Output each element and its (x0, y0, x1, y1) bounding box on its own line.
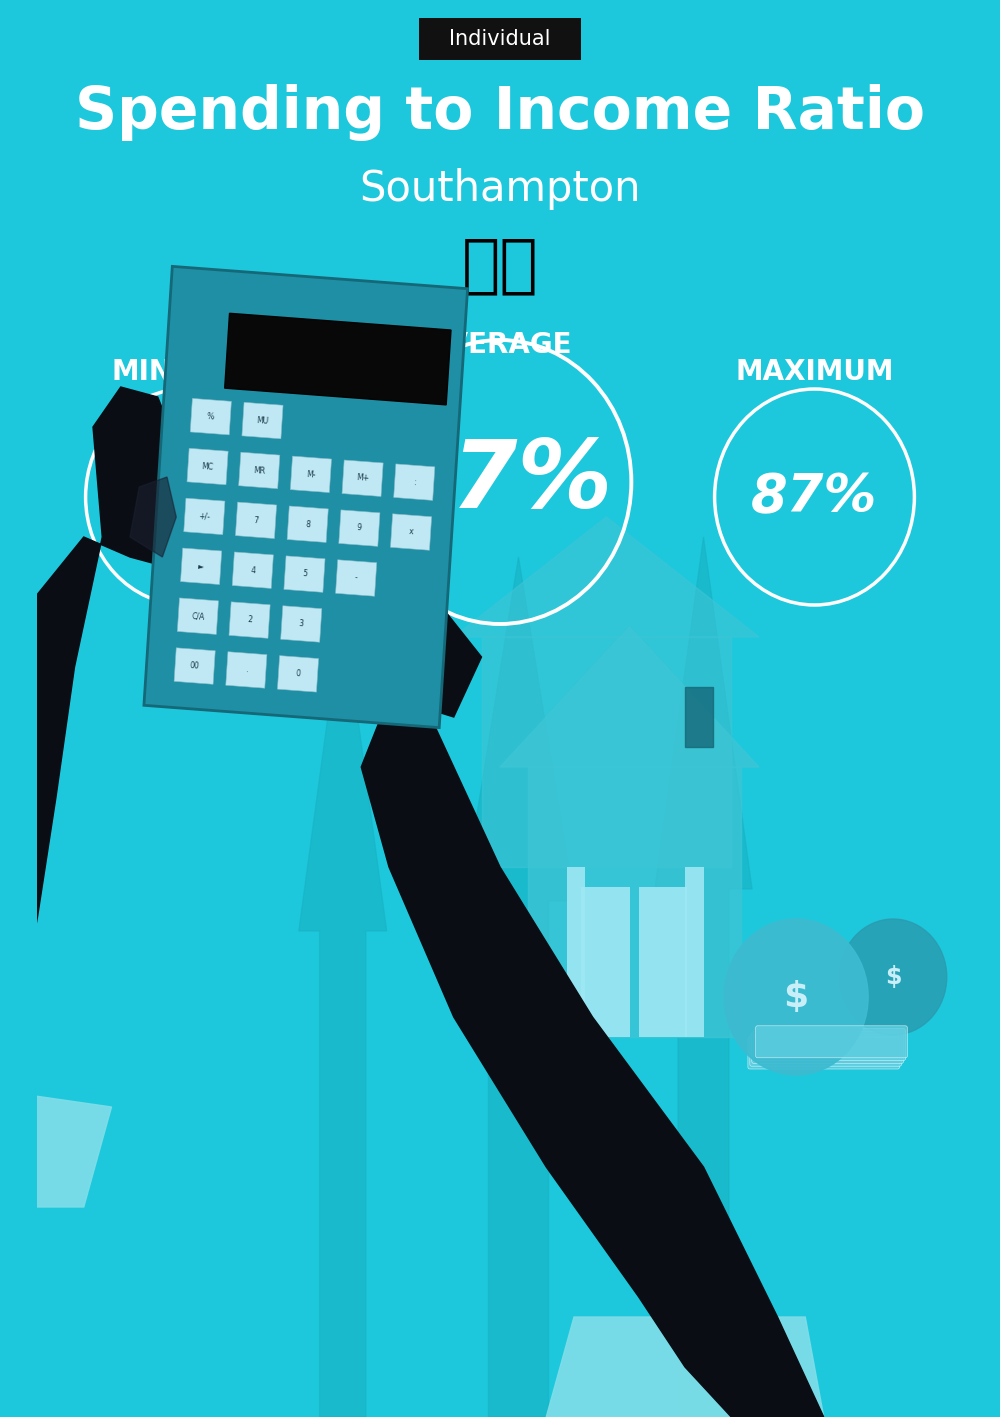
FancyBboxPatch shape (581, 887, 630, 1037)
Polygon shape (235, 502, 277, 538)
Polygon shape (394, 463, 435, 500)
Polygon shape (187, 448, 228, 485)
Text: 69%: 69% (122, 470, 249, 523)
Text: $: $ (783, 981, 809, 1015)
Polygon shape (342, 461, 383, 496)
Text: ►: ► (198, 561, 204, 571)
Polygon shape (242, 402, 283, 439)
FancyBboxPatch shape (419, 18, 581, 60)
Polygon shape (299, 606, 387, 1417)
Text: 2: 2 (247, 615, 252, 625)
Polygon shape (177, 598, 218, 635)
Text: AVERAGE: AVERAGE (428, 332, 572, 359)
Polygon shape (463, 557, 574, 1417)
Text: 5: 5 (302, 570, 307, 578)
Text: Southampton: Southampton (359, 169, 641, 210)
Polygon shape (229, 602, 270, 638)
Polygon shape (226, 652, 267, 689)
Text: $: $ (885, 965, 901, 989)
Text: MAXIMUM: MAXIMUM (735, 359, 894, 385)
Polygon shape (528, 767, 740, 1037)
Polygon shape (336, 560, 377, 597)
Polygon shape (181, 548, 222, 584)
Polygon shape (454, 517, 759, 638)
Polygon shape (225, 313, 451, 405)
FancyBboxPatch shape (639, 887, 687, 1037)
Text: 4: 4 (250, 565, 256, 575)
Polygon shape (339, 510, 380, 547)
FancyBboxPatch shape (750, 1034, 902, 1066)
Polygon shape (0, 387, 186, 1197)
FancyBboxPatch shape (567, 867, 585, 1037)
Polygon shape (290, 456, 331, 493)
Text: x: x (408, 527, 414, 537)
Text: M-: M- (306, 469, 316, 479)
FancyBboxPatch shape (754, 1029, 905, 1060)
Text: 87%: 87% (751, 470, 878, 523)
Text: MINIMUM: MINIMUM (111, 359, 260, 385)
Text: Individual: Individual (449, 28, 551, 50)
Text: 00: 00 (189, 662, 200, 670)
FancyBboxPatch shape (748, 1037, 900, 1068)
Text: -: - (354, 574, 358, 582)
FancyBboxPatch shape (756, 1026, 907, 1058)
Text: 🇬🇧: 🇬🇧 (462, 234, 538, 296)
Polygon shape (390, 514, 432, 550)
Polygon shape (232, 553, 273, 588)
Text: .: . (245, 666, 248, 674)
Polygon shape (655, 537, 752, 1417)
Polygon shape (685, 687, 713, 747)
Circle shape (839, 920, 947, 1034)
Polygon shape (239, 452, 280, 489)
Text: %: % (207, 412, 215, 421)
Text: Spending to Income Ratio: Spending to Income Ratio (75, 84, 925, 140)
Polygon shape (190, 398, 231, 435)
Text: 3: 3 (299, 619, 304, 629)
Polygon shape (277, 656, 319, 691)
FancyBboxPatch shape (752, 1032, 903, 1063)
Polygon shape (284, 555, 325, 592)
Polygon shape (174, 648, 215, 684)
Text: 77%: 77% (387, 436, 613, 529)
Circle shape (724, 920, 868, 1076)
Text: M+: M+ (356, 473, 369, 483)
Text: 9: 9 (357, 523, 362, 533)
Text: C/A: C/A (191, 611, 205, 621)
Text: :: : (413, 478, 416, 486)
Text: 7: 7 (253, 516, 259, 524)
Text: MU: MU (256, 415, 269, 425)
Polygon shape (0, 1087, 112, 1207)
Text: 8: 8 (305, 520, 310, 529)
Text: 0: 0 (295, 669, 301, 679)
Polygon shape (130, 478, 176, 557)
Polygon shape (482, 638, 731, 867)
Polygon shape (184, 499, 225, 534)
Polygon shape (281, 605, 322, 642)
Text: MR: MR (253, 466, 266, 475)
Polygon shape (500, 626, 759, 767)
Text: +/-: +/- (198, 512, 211, 521)
Polygon shape (296, 557, 824, 1417)
Polygon shape (144, 266, 468, 727)
FancyBboxPatch shape (685, 867, 704, 1037)
Polygon shape (546, 1316, 824, 1417)
Polygon shape (287, 506, 328, 543)
Text: MC: MC (201, 462, 214, 472)
